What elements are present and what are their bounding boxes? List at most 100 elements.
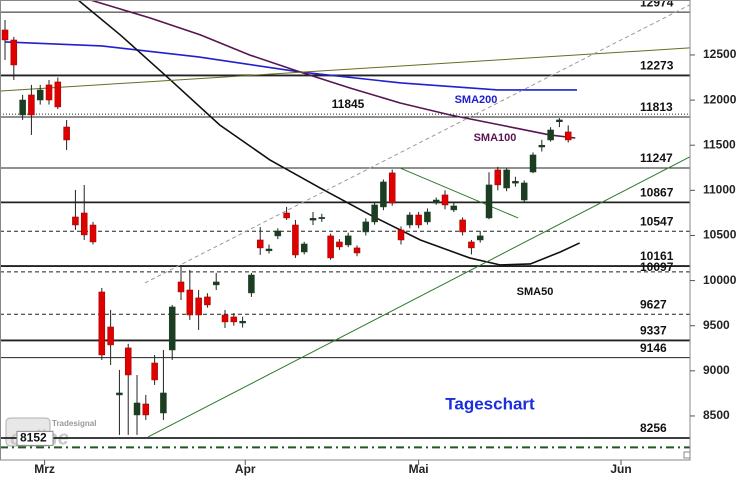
candle-body bbox=[397, 229, 405, 241]
candle-body bbox=[248, 274, 255, 294]
candle-body bbox=[177, 281, 185, 293]
candle-body bbox=[274, 230, 282, 237]
candle-body bbox=[336, 241, 343, 248]
candle-body bbox=[503, 169, 510, 189]
candle-body bbox=[538, 144, 546, 148]
candle-body bbox=[292, 224, 299, 256]
candle-body bbox=[485, 184, 493, 219]
candle-body bbox=[116, 392, 123, 396]
y-tick-label: 10000 bbox=[703, 273, 737, 287]
level-label: 8152 bbox=[20, 431, 47, 445]
indicator-label: SMA50 bbox=[517, 286, 554, 298]
candle-body bbox=[10, 39, 18, 66]
y-tick-label: 9500 bbox=[703, 318, 730, 332]
indicator-label: SMA200 bbox=[455, 94, 498, 106]
candle-body bbox=[309, 218, 317, 221]
level-label: 8256 bbox=[640, 421, 667, 435]
candle-body bbox=[476, 235, 484, 241]
candle-body bbox=[353, 247, 361, 254]
candle-body bbox=[494, 169, 502, 186]
candle-body bbox=[380, 181, 387, 208]
candle-body bbox=[124, 347, 132, 376]
chart-title: Tageschart bbox=[445, 394, 535, 413]
candle-body bbox=[239, 320, 246, 324]
candle-body bbox=[564, 131, 572, 141]
x-tick-label: Jun bbox=[610, 462, 631, 476]
plot-frame bbox=[0, 0, 691, 461]
x-tick-label: Mai bbox=[409, 462, 429, 476]
level-label: 12974 bbox=[640, 0, 674, 9]
indicator-line bbox=[144, 4, 690, 284]
candle-body bbox=[371, 204, 378, 223]
candle-body bbox=[36, 89, 44, 101]
level-label: 11813 bbox=[640, 100, 673, 114]
y-tick-label: 11000 bbox=[703, 183, 736, 197]
candle-body bbox=[459, 219, 466, 233]
candle-body bbox=[468, 241, 475, 249]
candle-body bbox=[512, 181, 519, 184]
candle-body bbox=[1, 29, 9, 41]
candle-body bbox=[388, 172, 396, 204]
candle-body bbox=[432, 199, 440, 204]
y-tick-label: 9000 bbox=[703, 363, 730, 377]
y-tick-label: 11500 bbox=[703, 137, 736, 151]
y-tick-label: 12000 bbox=[703, 92, 737, 106]
level-label: 9627 bbox=[640, 297, 667, 311]
candle-body bbox=[195, 297, 202, 316]
candle-body bbox=[72, 216, 79, 226]
candle-body bbox=[256, 239, 264, 249]
candle-body bbox=[98, 291, 106, 356]
candle-body bbox=[54, 81, 62, 108]
level-label: 10867 bbox=[640, 186, 674, 200]
indicator-line bbox=[0, 47, 690, 92]
candle-body bbox=[107, 326, 114, 346]
level-label: 9146 bbox=[640, 341, 667, 355]
candle-body bbox=[283, 212, 290, 219]
candle-body bbox=[133, 402, 141, 416]
candle-body bbox=[327, 235, 334, 259]
candle-body bbox=[441, 194, 449, 206]
candle-body bbox=[142, 403, 150, 416]
candle-body bbox=[556, 119, 563, 122]
candle-body bbox=[424, 211, 431, 223]
candle-body bbox=[168, 306, 176, 351]
candle-body bbox=[212, 281, 220, 286]
x-tick-label: Mrz bbox=[34, 462, 55, 476]
y-tick-label: 8500 bbox=[703, 408, 730, 422]
candle-body bbox=[45, 84, 53, 101]
candle-body bbox=[186, 289, 194, 316]
candle-body bbox=[89, 224, 97, 243]
indicator-label: SMA100 bbox=[474, 132, 517, 144]
candle-body bbox=[344, 235, 352, 246]
overlay: 12974 12273 11845 11813 11247 10867 10547 10161… bbox=[16, 0, 674, 446]
level-label: 10161 bbox=[640, 249, 674, 263]
candle-body bbox=[204, 296, 211, 306]
y-tick-label: 10500 bbox=[703, 228, 737, 242]
indicator-line bbox=[399, 167, 519, 219]
candle-body bbox=[160, 392, 167, 414]
plot-area bbox=[0, 0, 690, 449]
x-tick-label: Apr bbox=[235, 462, 256, 476]
level-label: 9337 bbox=[640, 324, 667, 338]
candle-body bbox=[151, 362, 158, 381]
candle-body bbox=[362, 221, 370, 233]
candle-body bbox=[529, 154, 537, 173]
y-tick-label: 12500 bbox=[703, 47, 737, 61]
candle-body bbox=[28, 94, 35, 116]
level-label: 11845 bbox=[332, 97, 365, 111]
indicator-line bbox=[147, 156, 690, 438]
candle-body bbox=[63, 126, 70, 141]
candle-body bbox=[265, 248, 273, 252]
logo-small: Tradesignal bbox=[52, 419, 96, 428]
candle-body bbox=[415, 214, 422, 226]
level-label: 10097 bbox=[640, 260, 674, 274]
candle-body bbox=[520, 182, 528, 201]
resize-handle bbox=[683, 451, 691, 459]
candle-body bbox=[450, 205, 458, 211]
candle-body bbox=[230, 316, 238, 323]
level-label-box bbox=[16, 430, 54, 446]
level-label: 11247 bbox=[640, 151, 673, 165]
candle-body bbox=[300, 243, 308, 253]
level-label: 12273 bbox=[640, 59, 674, 73]
